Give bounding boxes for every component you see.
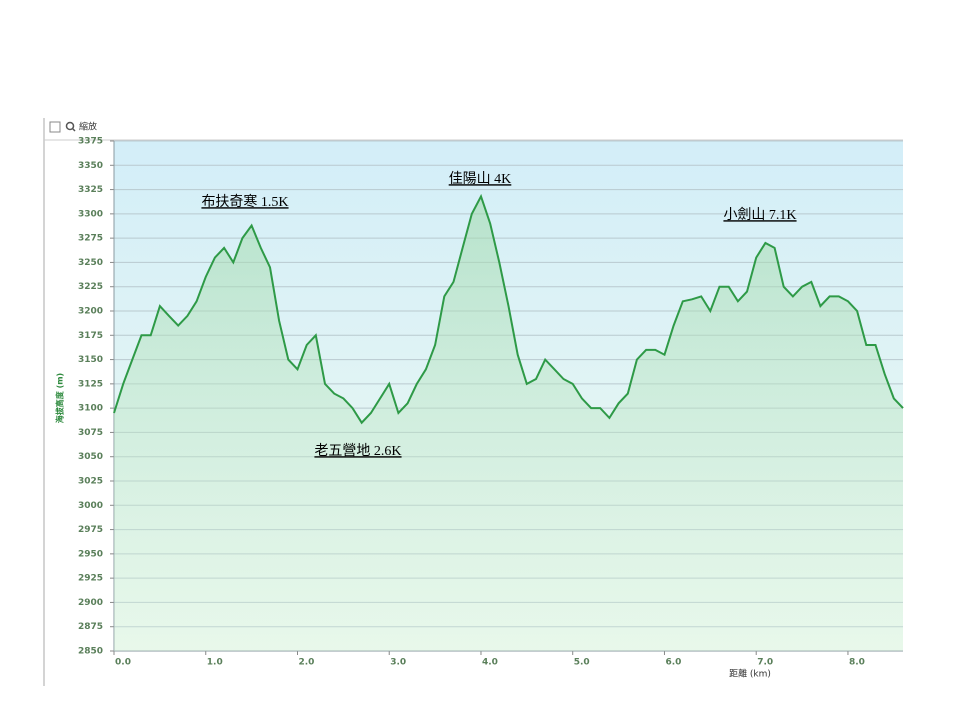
x-tick-label: 6.0 [665,658,681,668]
y-tick-label: 3225 [78,282,103,292]
zoom-checkbox[interactable] [49,121,61,133]
y-tick-label: 3250 [78,258,103,268]
y-tick-label: 3325 [78,185,103,195]
line [113,193,904,425]
y-tick-label: 3350 [78,161,103,171]
x-tick-label: 7.0 [757,658,773,668]
y-tick-label: 3300 [78,209,103,219]
y-tick-label: 3200 [78,307,103,317]
x-tick-label: 3.0 [390,658,406,668]
y-tick-label: 3050 [78,452,103,462]
x-tick-label: 1.0 [207,658,223,668]
zoom-icon-handle [71,127,76,132]
y-tick-label: 2875 [78,622,103,632]
zoom-icon [65,121,75,131]
y-tick-label: 3025 [78,477,103,487]
y-tick-label: 3150 [78,355,103,365]
y-tick-label: 2900 [78,598,103,608]
annotation: 小劍山 7.1K [723,206,796,223]
y-tick-label: 3100 [78,404,103,414]
x-tick-label: 5.0 [574,658,590,668]
y-axis-title: 海拔高度 (m) [55,373,65,423]
y-tick-label: 2850 [78,647,103,657]
y-tick-label: 3175 [78,331,103,341]
y-tick-label: 2925 [78,574,103,584]
x-tick-label: 0.0 [115,658,131,668]
annotation: 布扶奇寒 1.5K [201,193,288,210]
y-tick-label: 3000 [78,501,103,511]
y-tick-label: 3075 [78,428,103,438]
y-tick-label: 3125 [78,379,103,389]
annotation: 佳陽山 4K [449,171,512,187]
annotation: 老五營地 2.6K [314,443,401,459]
y-tick-label: 2950 [78,549,103,559]
x-tick-label: 4.0 [482,658,498,668]
y-tick-label: 3275 [78,234,103,244]
x-tick-label: 8.0 [849,658,865,668]
x-tick-label: 2.0 [299,658,315,668]
y-tick-label: 2975 [78,525,103,535]
zoom-label[interactable]: 縮放 [79,121,97,133]
area [114,196,903,651]
y-tick-label: 3375 [78,137,103,147]
x-axis-title: 距離 (km) [729,668,771,680]
